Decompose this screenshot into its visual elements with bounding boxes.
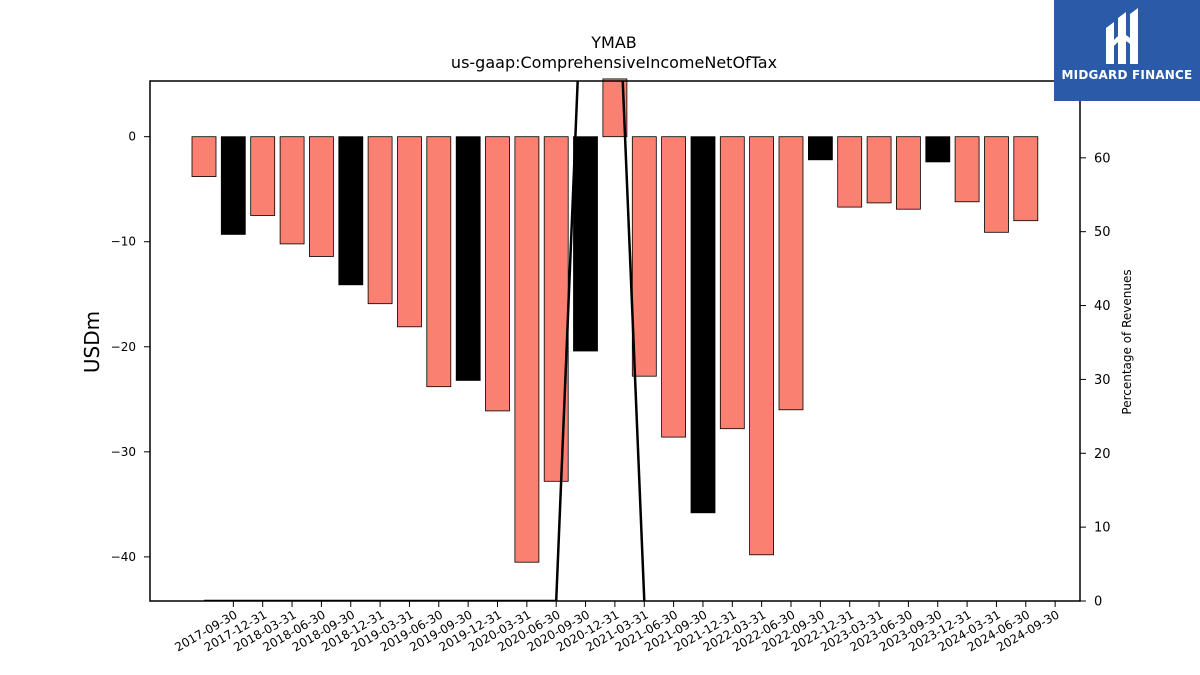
bar	[250, 136, 276, 216]
bar	[1013, 136, 1039, 222]
y2-tick-label: 10	[1094, 521, 1111, 536]
bar	[866, 136, 892, 204]
bar	[896, 136, 921, 210]
bar	[308, 136, 334, 257]
y2-tick-label: 40	[1094, 299, 1111, 314]
bar	[954, 136, 980, 203]
plot-frame	[149, 80, 1081, 602]
bar	[778, 136, 804, 411]
y-tick-label: −40	[111, 550, 136, 564]
bar	[719, 136, 745, 430]
y2-tick-label: 20	[1094, 447, 1111, 462]
bar	[279, 136, 305, 245]
y-tick-label: −30	[111, 445, 136, 459]
bar	[573, 136, 598, 352]
y2-axis-label: Percentage of Revenues	[1120, 269, 1134, 414]
chart-title: YMAB	[590, 33, 637, 52]
bar	[397, 136, 422, 328]
y2-tick-label: 50	[1094, 225, 1111, 240]
bar	[367, 136, 393, 305]
bar	[925, 136, 951, 163]
y2-tick-label: 60	[1094, 151, 1111, 166]
bar	[220, 136, 246, 235]
y-tick-label: 0	[128, 130, 136, 144]
y-axis-label: USDm	[80, 311, 104, 373]
bar	[631, 136, 657, 377]
bar-group	[191, 78, 1039, 563]
bar	[690, 136, 716, 514]
bar	[485, 136, 510, 412]
bar	[543, 136, 569, 482]
bar	[837, 136, 863, 208]
bar	[749, 136, 774, 556]
y2-tick-label: 0	[1094, 595, 1102, 610]
y-tick-label: −10	[111, 235, 136, 249]
brand-logo: MIDGARD FINANCE	[1054, 0, 1200, 101]
y2-tick-label: 30	[1094, 373, 1111, 388]
bar	[661, 136, 686, 438]
bar	[808, 136, 833, 161]
bar	[338, 136, 364, 286]
bar	[514, 136, 540, 563]
midgard-logo-icon	[1106, 8, 1138, 64]
brand-name: MIDGARD FINANCE	[1061, 68, 1193, 82]
y-tick-label: −20	[111, 340, 136, 354]
chart-subtitle: us-gaap:ComprehensiveIncomeNetOfTax	[451, 53, 777, 72]
bar	[455, 136, 481, 381]
bar	[426, 136, 452, 388]
bar	[191, 136, 217, 177]
bar	[984, 136, 1009, 233]
